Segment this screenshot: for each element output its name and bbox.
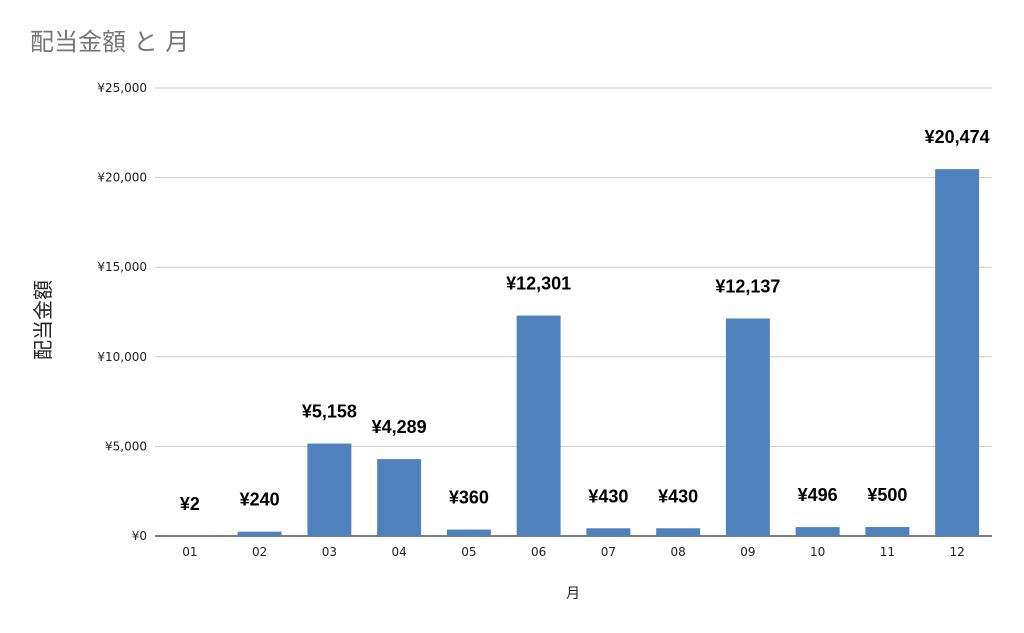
x-tick-label: 08	[670, 545, 685, 559]
bar-12	[935, 169, 980, 536]
x-tick-label: 05	[461, 545, 476, 559]
x-tick-label: 04	[391, 545, 406, 559]
bar-11	[865, 527, 910, 536]
y-tick-label: ¥5,000	[105, 439, 147, 453]
data-label-10: ¥496	[798, 485, 838, 505]
bar-05	[446, 529, 491, 536]
data-label-04: ¥4,289	[372, 417, 427, 437]
x-tick-label: 10	[810, 545, 825, 559]
bar-09	[725, 318, 770, 536]
x-axis-label: 月	[566, 586, 580, 602]
x-tick-label: 12	[949, 545, 964, 559]
y-axis-label: 配当金額	[31, 280, 55, 360]
x-tick-label: 01	[182, 545, 197, 559]
data-label-01: ¥2	[180, 494, 200, 514]
bar-08	[656, 528, 701, 536]
data-label-06: ¥12,301	[506, 274, 571, 294]
data-label-09: ¥12,137	[715, 277, 780, 297]
bar-03	[307, 443, 352, 536]
data-label-05: ¥360	[449, 488, 489, 508]
data-label-07: ¥430	[588, 486, 628, 506]
data-label-11: ¥500	[867, 485, 907, 505]
y-tick-label: ¥10,000	[97, 350, 147, 364]
data-label-08: ¥430	[658, 486, 698, 506]
chart-title: 配当金額 と 月	[30, 28, 190, 56]
y-axis-ticks: ¥0 ¥5,000 ¥10,000 ¥15,000 ¥20,000 ¥25,000	[97, 81, 147, 543]
x-tick-label: 07	[601, 545, 616, 559]
data-labels: ¥2 ¥240 ¥5,158 ¥4,289 ¥360 ¥12,301 ¥430 ¥430 ¥12…	[180, 127, 990, 514]
data-label-02: ¥240	[240, 490, 280, 510]
y-tick-label: ¥15,000	[97, 260, 147, 274]
bar-06	[516, 315, 561, 536]
bar-04	[377, 459, 422, 536]
x-tick-label: 09	[740, 545, 755, 559]
grid-lines	[155, 87, 992, 537]
x-axis-ticks: 01 02 03 04 05 06 07 08 09 10 11 12	[182, 545, 965, 559]
data-label-12: ¥20,474	[925, 127, 990, 147]
x-tick-label: 06	[531, 545, 546, 559]
y-tick-label: ¥20,000	[97, 171, 147, 185]
x-tick-label: 02	[252, 545, 267, 559]
bars	[167, 169, 980, 536]
y-tick-label: ¥25,000	[97, 81, 147, 95]
x-tick-label: 11	[880, 545, 895, 559]
bar-07	[586, 528, 631, 536]
bar-10	[795, 527, 840, 536]
bar-02	[237, 531, 282, 536]
y-tick-label: ¥0	[132, 529, 147, 543]
data-label-03: ¥5,158	[302, 402, 357, 422]
x-tick-label: 03	[322, 545, 337, 559]
